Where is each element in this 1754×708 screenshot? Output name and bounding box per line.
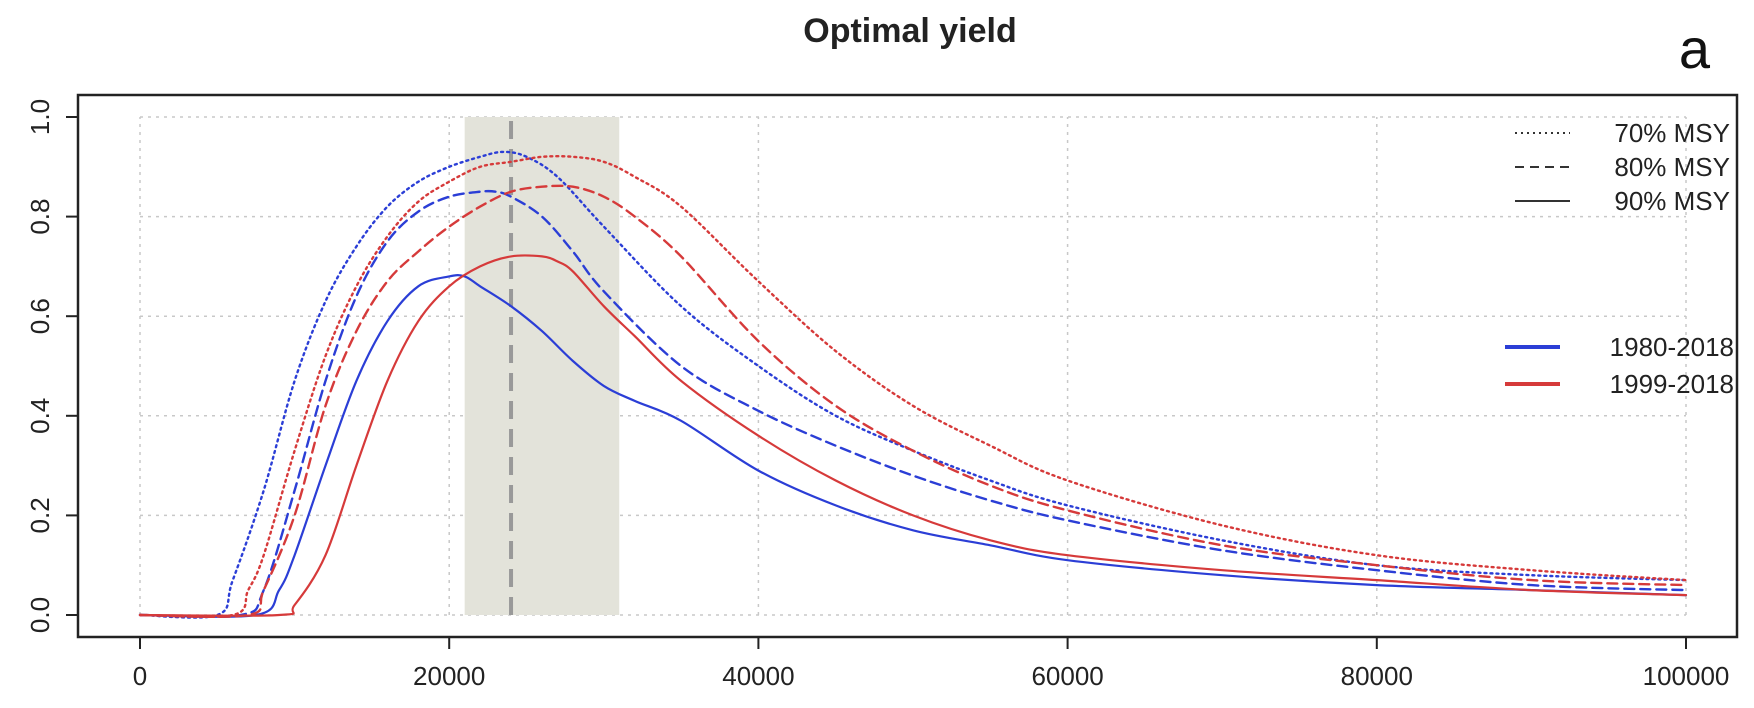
y-tick-label: 0.0 xyxy=(25,597,55,633)
y-tick-label: 0.6 xyxy=(25,298,55,334)
y-tick-label: 0.4 xyxy=(25,398,55,434)
grid xyxy=(139,116,1687,616)
series-line-1999-2018-70-msy xyxy=(138,155,1688,619)
legend: 70% MSY 80% MSY 90% MSY 1980-2018 1999-2018 xyxy=(1505,118,1734,399)
x-tick-label: 80000 xyxy=(1341,661,1413,691)
series-line-1999-2018-90-msy xyxy=(138,254,1688,617)
legend-label-80-msy: 80% MSY xyxy=(1614,152,1730,182)
x-tick-label: 0 xyxy=(133,661,147,691)
x-tick-label: 20000 xyxy=(413,661,485,691)
chart-title: Optimal yield xyxy=(803,12,1017,50)
legend-label-1999-2018: 1999-2018 xyxy=(1610,369,1734,399)
x-tick-label: 60000 xyxy=(1031,661,1103,691)
y-tick-label: 0.8 xyxy=(25,199,55,235)
series-line-1980-2018-70-msy xyxy=(138,150,1688,619)
legend-label-70-msy: 70% MSY xyxy=(1614,118,1730,148)
panel-label: a xyxy=(1679,17,1711,80)
legend-label-1980-2018: 1980-2018 xyxy=(1610,332,1734,362)
series-line-1980-2018-80-msy xyxy=(138,189,1688,619)
y-tick-label: 1.0 xyxy=(25,99,55,135)
legend-label-90-msy: 90% MSY xyxy=(1614,186,1730,216)
axes: 0 20000 40000 60000 80000 100000 0.0 0.2 0.4 0.6 0… xyxy=(25,99,1730,691)
x-tick-label: 40000 xyxy=(722,661,794,691)
x-tick-label: 100000 xyxy=(1643,661,1730,691)
series-line-1980-2018-90-msy xyxy=(138,274,1688,618)
plot-frame xyxy=(76,93,1739,639)
series-line-1999-2018-80-msy xyxy=(138,184,1688,619)
y-tick-label: 0.2 xyxy=(25,497,55,533)
series-layer xyxy=(138,150,1688,619)
